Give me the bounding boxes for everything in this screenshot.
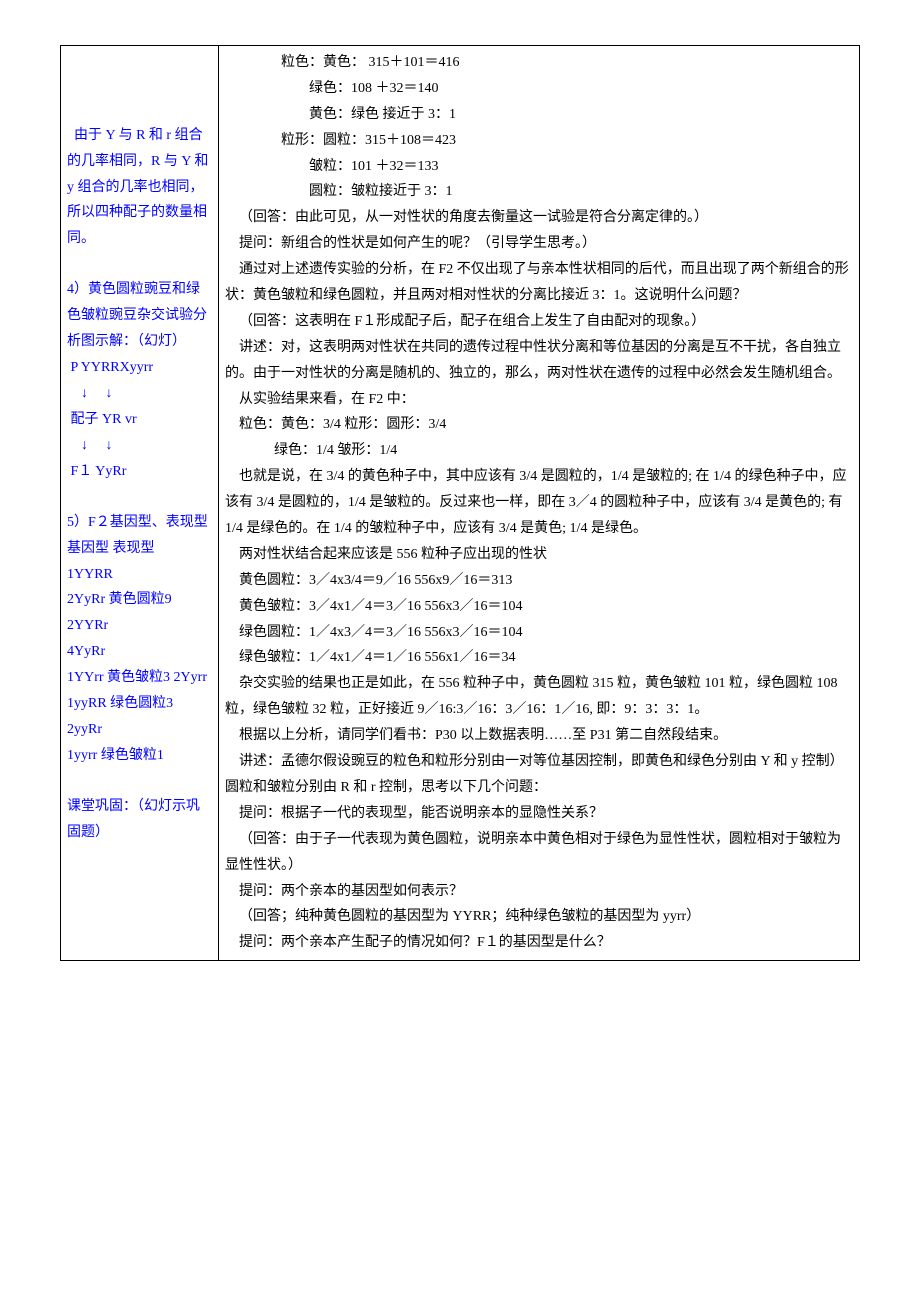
genotype-row: 1yyrr 绿色皱粒1 <box>67 743 212 769</box>
cross-f1: F１ YyRr <box>67 459 212 485</box>
question-1: 提问：新组合的性状是如何产生的呢？（引导学生思考。） <box>225 231 853 257</box>
genotype-row: 2YYRr <box>67 613 212 639</box>
paragraph-8: 杂交实验的结果也正是如此，在 556 粒种子中，黄色圆粒 315 粒，黄色皱粒 … <box>225 671 853 723</box>
genotype-row: 4YyRr <box>67 639 212 665</box>
paragraph-9: 根据以上分析，请同学们看书：P30 以上数据表明……至 P31 第二自然段结束。 <box>225 723 853 749</box>
answer-2: （回答：这表明在 F１形成配子后，配子在组合上发生了自由配对的现象。） <box>225 309 853 335</box>
data-line: 绿色：108 ＋32＝140 <box>225 76 853 102</box>
data-line: 黄色：绿色 接近于 3：1 <box>225 102 853 128</box>
genotype-row: 2YyRr 黄色圆粒9 <box>67 587 212 613</box>
left-column-cell: 由于 Y 与 R 和 r 组合的几率相同，R 与 Y 和 y 组合的几率也相同，… <box>61 46 219 961</box>
section-4-title: 4）黄色圆粒豌豆和绿色皱粒豌豆杂交试验分析图示解：（幻灯） <box>67 277 212 355</box>
cross-parent: P YYRRXyyrr <box>67 355 212 381</box>
left-note-1: 由于 Y 与 R 和 r 组合的几率相同，R 与 Y 和 y 组合的几率也相同，… <box>67 123 212 252</box>
answer-4: （回答；纯种黄色圆粒的基因型为 YYRR；纯种绿色皱粒的基因型为 yyrr） <box>225 904 853 930</box>
calc-line: 绿色皱粒：1／4x1／4＝1／16 556x1／16＝34 <box>225 645 853 671</box>
data-line: 圆粒：皱粒接近于 3：1 <box>225 179 853 205</box>
data-line: 皱粒：101 ＋32＝133 <box>225 154 853 180</box>
paragraph-7: 两对性状结合起来应该是 556 粒种子应出现的性状 <box>225 542 853 568</box>
page-container: 由于 Y 与 R 和 r 组合的几率相同，R 与 Y 和 y 组合的几率也相同，… <box>0 0 920 1006</box>
genotype-row: 1YYRR <box>67 562 212 588</box>
consolidate-note: 课堂巩固：（幻灯示巩固题） <box>67 794 212 846</box>
calc-line: 黄色圆粒：3／4x3/4＝9／16 556x9／16＝313 <box>225 568 853 594</box>
answer-1: （回答：由此可见，从一对性状的角度去衡量这一试验是符合分离定律的。） <box>225 205 853 231</box>
section-5-title: 5）F２基因型、表现型 <box>67 510 212 536</box>
genotype-row: 1yyRR 绿色圆粒3 <box>67 691 212 717</box>
paragraph-10: 讲述：孟德尔假设豌豆的粒色和粒形分别由一对等位基因控制，即黄色和绿色分别由 Y … <box>225 749 853 801</box>
paragraph-3: 讲述：对，这表明两对性状在共同的遗传过程中性状分离和等位基因的分离是互不干扰，各… <box>225 335 853 387</box>
paragraph-2: 通过对上述遗传实验的分析，在 F2 不仅出现了与亲本性状相同的后代，而且出现了两… <box>225 257 853 309</box>
cross-arrows-1: ↓ ↓ <box>67 381 212 407</box>
question-2: 提问：根据子一代的表现型，能否说明亲本的显隐性关系？ <box>225 801 853 827</box>
paragraph-4: 从实验结果来看，在 F2 中： <box>225 387 853 413</box>
data-line: 粒色：黄色： 315＋101＝416 <box>225 50 853 76</box>
right-content: 粒色：黄色： 315＋101＝416 绿色：108 ＋32＝140 黄色：绿色 … <box>225 50 853 956</box>
genotype-row: 1YYrr 黄色皱粒3 2Yyrr <box>67 665 212 691</box>
ratio-line-b: 绿色：1/4 皱形：1/4 <box>225 438 853 464</box>
cross-arrows-2: ↓ ↓ <box>67 433 212 459</box>
genotype-row: 2yyRr <box>67 717 212 743</box>
question-4: 提问：两个亲本产生配子的情况如何？F１的基因型是什么？ <box>225 930 853 956</box>
calc-line: 绿色圆粒：1／4x3／4＝3／16 556x3／16＝104 <box>225 620 853 646</box>
ratio-line-a: 粒色：黄色：3/4 粒形：圆形：3/4 <box>225 412 853 438</box>
lesson-table: 由于 Y 与 R 和 r 组合的几率相同，R 与 Y 和 y 组合的几率也相同，… <box>60 45 860 961</box>
question-3: 提问：两个亲本的基因型如何表示？ <box>225 879 853 905</box>
cross-gamete: 配子 YR vr <box>67 407 212 433</box>
genotype-header: 基因型 表现型 <box>67 536 212 562</box>
answer-3: （回答：由于子一代表现为黄色圆粒，说明亲本中黄色相对于绿色为显性性状，圆粒相对于… <box>225 827 853 879</box>
data-line: 粒形：圆粒：315＋108＝423 <box>225 128 853 154</box>
calc-line: 黄色皱粒：3／4x1／4＝3／16 556x3／16＝104 <box>225 594 853 620</box>
left-content: 由于 Y 与 R 和 r 组合的几率相同，R 与 Y 和 y 组合的几率也相同，… <box>67 50 212 846</box>
paragraph-6: 也就是说，在 3/4 的黄色种子中，其中应该有 3/4 是圆粒的，1/4 是皱粒… <box>225 464 853 542</box>
right-column-cell: 粒色：黄色： 315＋101＝416 绿色：108 ＋32＝140 黄色：绿色 … <box>219 46 860 961</box>
table-row: 由于 Y 与 R 和 r 组合的几率相同，R 与 Y 和 y 组合的几率也相同，… <box>61 46 860 961</box>
